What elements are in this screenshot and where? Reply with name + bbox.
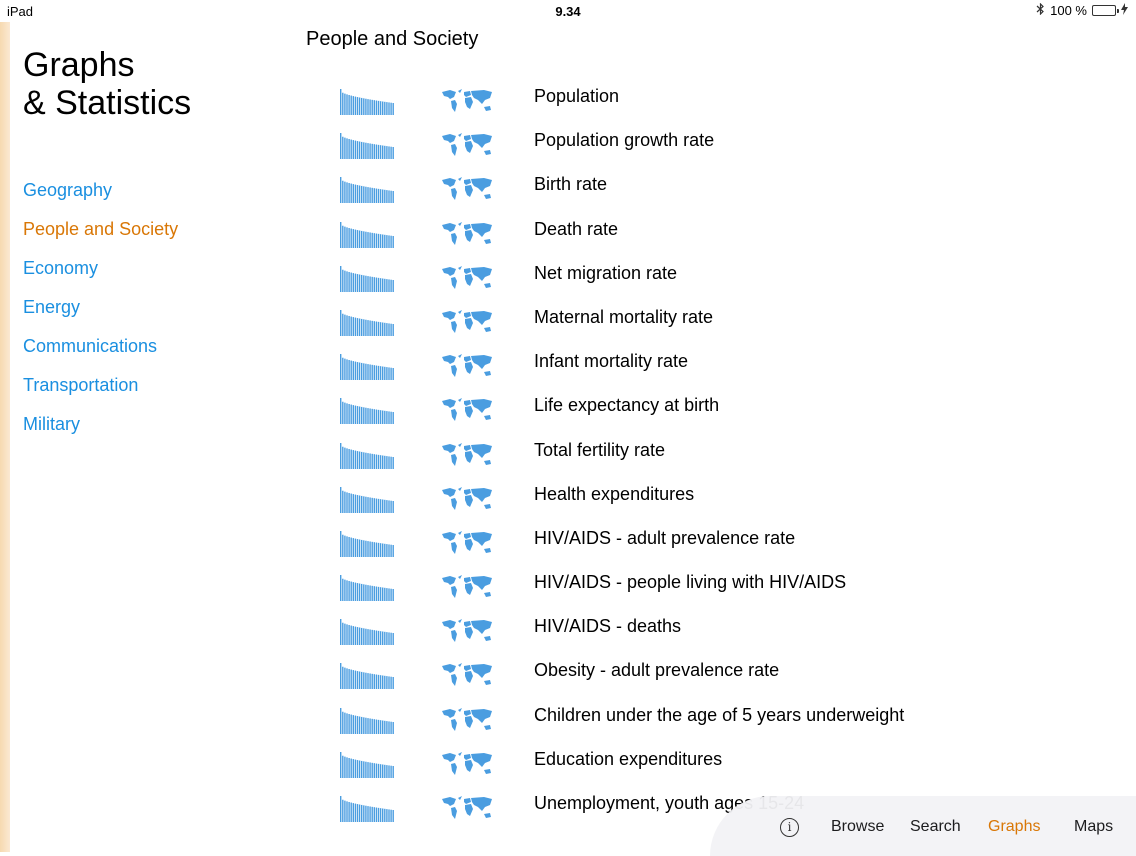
world-map-thumbnail-icon[interactable]: [440, 795, 494, 821]
world-map-thumbnail-icon[interactable]: [440, 397, 494, 423]
bar-chart-thumbnail-icon[interactable]: [340, 748, 396, 778]
nav-item-transportation[interactable]: Transportation: [23, 375, 139, 395]
statistic-label: Children under the age of 5 years underw…: [534, 704, 905, 725]
bluetooth-icon: [1036, 2, 1045, 18]
statistic-label: Total fertility rate: [534, 439, 666, 460]
bar-chart-thumbnail-icon[interactable]: [340, 659, 396, 690]
split-view-edge: [0, 22, 10, 852]
statistic-label: Net migration rate: [534, 262, 678, 283]
statistic-label: Life expectancy at birth: [534, 395, 720, 416]
nav-item-military[interactable]: Military: [23, 414, 80, 434]
world-map-thumbnail-icon[interactable]: [440, 88, 494, 114]
bar-chart-thumbnail-icon[interactable]: [340, 350, 396, 381]
bar-chart-thumbnail-icon[interactable]: [340, 792, 396, 822]
app-title-line2: & Statistics: [23, 84, 192, 122]
bar-chart-thumbnail-icon[interactable]: [340, 615, 396, 646]
statistic-label: Population: [534, 86, 620, 106]
app-title-line1: Graphs: [23, 46, 135, 84]
bar-chart-thumbnail-icon[interactable]: [340, 571, 396, 602]
nav-item-geography[interactable]: Geography: [23, 180, 113, 200]
bar-chart-thumbnail-icon[interactable]: [340, 129, 396, 160]
tab-browse[interactable]: Browse: [831, 818, 885, 835]
nav-item-communications[interactable]: Communications: [23, 336, 158, 356]
statistic-label: Population growth rate: [534, 130, 715, 151]
statistic-label: HIV/AIDS - adult prevalence rate: [534, 527, 796, 548]
tab-graphs[interactable]: Graphs: [988, 818, 1041, 835]
statistic-label: Education expenditures: [534, 748, 723, 769]
world-map-thumbnail-icon[interactable]: [440, 221, 494, 247]
battery-icon: [1092, 5, 1119, 16]
device-name: iPad: [7, 4, 34, 19]
status-bar: iPad 9.34 100 %: [0, 0, 1136, 22]
world-map-thumbnail-icon[interactable]: [440, 309, 494, 335]
world-map-thumbnail-icon[interactable]: [440, 618, 494, 644]
bar-chart-thumbnail-icon[interactable]: [340, 394, 396, 425]
nav-item-energy[interactable]: Energy: [23, 297, 81, 317]
bar-chart-thumbnail-icon[interactable]: [340, 218, 396, 248]
world-map-thumbnail-icon[interactable]: [440, 442, 494, 468]
statistic-label: Health expenditures: [534, 483, 695, 504]
statistic-label: Death rate: [534, 218, 619, 239]
world-map-thumbnail-icon[interactable]: [440, 530, 494, 556]
world-map-thumbnail-icon[interactable]: [440, 707, 494, 733]
world-map-thumbnail-icon[interactable]: [440, 574, 494, 600]
statistic-label: Infant mortality rate: [534, 351, 689, 372]
bar-chart-thumbnail-icon[interactable]: [340, 483, 396, 513]
bar-chart-thumbnail-icon[interactable]: [340, 173, 396, 204]
tab-search[interactable]: Search: [910, 818, 961, 835]
tab-maps[interactable]: Maps: [1074, 818, 1114, 835]
statistic-label: Birth rate: [534, 174, 608, 195]
bar-chart-thumbnail-icon[interactable]: [340, 262, 396, 292]
app-title: Graphs & Statistics: [23, 46, 191, 122]
statistic-label: Maternal mortality rate: [534, 306, 714, 327]
world-map-thumbnail-icon[interactable]: [440, 353, 494, 379]
nav-item-people-and-society[interactable]: People and Society: [23, 219, 179, 239]
world-map-thumbnail-icon[interactable]: [440, 662, 494, 688]
world-map-thumbnail-icon[interactable]: [440, 265, 494, 291]
bar-chart-thumbnail-icon[interactable]: [340, 527, 396, 557]
nav-item-economy[interactable]: Economy: [23, 258, 99, 278]
statistic-label: HIV/AIDS - people living with HIV/AIDS: [534, 572, 847, 593]
world-map-thumbnail-icon[interactable]: [440, 132, 494, 158]
bar-chart-thumbnail-icon[interactable]: [340, 439, 396, 469]
bar-chart-thumbnail-icon[interactable]: [340, 306, 396, 336]
battery-percent: 100 %: [1050, 3, 1087, 18]
category-nav: Geography People and Society Economy Energy…: [23, 178, 178, 451]
world-map-thumbnail-icon[interactable]: [440, 486, 494, 512]
world-map-thumbnail-icon[interactable]: [440, 176, 494, 202]
status-time: 9.34: [555, 4, 581, 19]
status-right: 100 %: [1036, 2, 1128, 18]
world-map-thumbnail-icon[interactable]: [440, 751, 494, 777]
charging-icon: [1121, 3, 1128, 18]
bar-chart-thumbnail-icon[interactable]: [340, 85, 396, 115]
info-icon[interactable]: i: [780, 818, 799, 837]
statistic-label: Obesity - adult prevalence rate: [534, 660, 780, 681]
section-title: People and Society: [306, 28, 479, 50]
bar-chart-thumbnail-icon[interactable]: [340, 704, 396, 734]
tab-bar: i Browse Search Graphs Maps: [710, 796, 1136, 856]
statistic-label: HIV/AIDS - deaths: [534, 616, 682, 637]
